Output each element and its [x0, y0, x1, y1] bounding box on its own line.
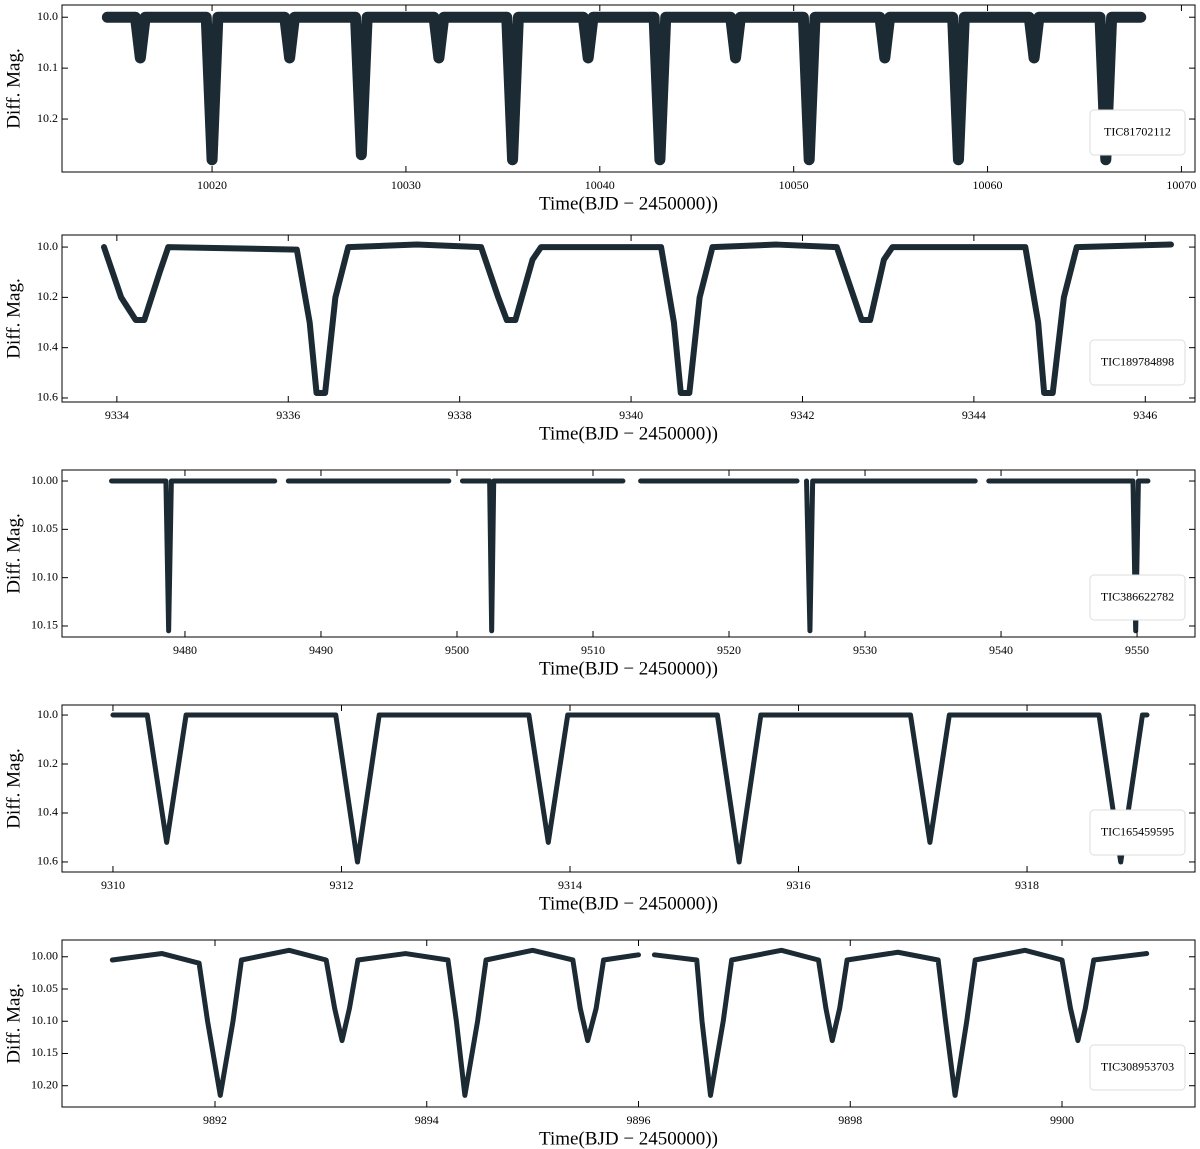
panel: 9892 9894 9896 9898 9900 10.00 10.05 10.10 10.15… [3, 939, 1196, 1149]
x-tick-label: 9336 [276, 408, 300, 422]
y-axis-label: Diff. Mag. [3, 48, 24, 128]
x-tick-label: 9344 [962, 408, 986, 422]
x-tick-label: 10060 [973, 178, 1003, 192]
y-tick-label: 10.4 [37, 805, 58, 819]
plot-area [110, 712, 1150, 865]
axes-frame [61, 234, 1196, 403]
x-tick-label: 9316 [787, 878, 811, 892]
x-tick-label: 9314 [558, 878, 582, 892]
y-tick-label: 10.4 [37, 339, 58, 353]
plot-area [101, 11, 1147, 166]
x-tick-label: 9896 [627, 1113, 651, 1127]
x-tick-label: 10030 [391, 178, 421, 192]
x-tick-label: 9900 [1050, 1113, 1074, 1127]
x-tick-label: 9510 [581, 643, 605, 657]
x-tick-label: 9550 [1125, 643, 1149, 657]
x-tick-label: 9480 [173, 643, 197, 657]
x-axis-label: Time(BJD − 2450000)) [539, 193, 718, 214]
light-curve [101, 11, 1147, 166]
x-tick-label: 9318 [1015, 878, 1039, 892]
x-tick-label: 9312 [329, 878, 353, 892]
x-tick-label: 9338 [448, 408, 472, 422]
x-axis-label: Time(BJD − 2450000)) [539, 423, 718, 444]
y-axis-label: Diff. Mag. [3, 278, 24, 358]
legend-entry: TIC386622782 [1101, 589, 1174, 603]
y-axis-label: Diff. Mag. [3, 983, 24, 1063]
x-tick-label: 10070 [1166, 178, 1196, 192]
x-tick-label: 9500 [445, 643, 469, 657]
plot-area [100, 241, 1174, 396]
legend-entry: TIC308953703 [1101, 1059, 1174, 1073]
y-axis-label: Diff. Mag. [3, 513, 24, 593]
y-tick-label: 10.05 [31, 521, 58, 535]
x-tick-label: 9340 [619, 408, 643, 422]
light-curve [100, 241, 1174, 396]
y-tick-label: 10.10 [31, 1013, 58, 1027]
axes-frame [61, 469, 1196, 638]
y-tick-label: 10.2 [37, 289, 58, 303]
x-tick-label: 9490 [309, 643, 333, 657]
y-tick-label: 10.00 [31, 473, 58, 487]
legend-entry: TIC165459595 [1101, 824, 1174, 838]
x-axis-label: Time(BJD − 2450000)) [539, 1128, 718, 1149]
legend-box [1089, 574, 1186, 621]
x-tick-label: 9898 [838, 1113, 862, 1127]
x-tick-label: 9894 [415, 1113, 439, 1127]
x-tick-label: 10040 [585, 178, 615, 192]
axes-frame [61, 939, 1196, 1108]
y-tick-label: 10.15 [31, 618, 58, 632]
legend-entry: TIC81702112 [1104, 124, 1171, 138]
y-tick-label: 10.6 [37, 390, 58, 404]
x-axis-label: Time(BJD − 2450000)) [539, 658, 718, 679]
x-tick-label: 9530 [853, 643, 877, 657]
y-axis-label: Diff. Mag. [3, 748, 24, 828]
plot-area [109, 947, 1150, 1098]
y-tick-label: 10.2 [37, 111, 58, 125]
panel: 9480 9490 9500 9510 9520 9530 9540 9550 10.00 10.… [3, 469, 1196, 679]
plot-area [109, 478, 1151, 634]
x-tick-label: 9342 [790, 408, 814, 422]
y-tick-label: 10.0 [37, 9, 58, 23]
y-tick-label: 10.15 [31, 1045, 58, 1059]
y-tick-label: 10.0 [37, 707, 58, 721]
y-tick-label: 10.20 [31, 1077, 58, 1091]
legend-box [1089, 339, 1186, 386]
y-tick-label: 10.0 [37, 239, 58, 253]
y-tick-label: 10.10 [31, 569, 58, 583]
light-curve [109, 478, 1151, 634]
legend-box [1089, 1044, 1186, 1091]
light-curve [109, 947, 1150, 1098]
legend-box [1089, 809, 1186, 856]
x-tick-label: 9892 [203, 1113, 227, 1127]
y-tick-label: 10.2 [37, 756, 58, 770]
panel: 9334 9336 9338 9340 9342 9344 9346 10.0 10.2 10.4… [3, 234, 1196, 444]
x-tick-label: 9346 [1133, 408, 1157, 422]
y-tick-label: 10.00 [31, 949, 58, 963]
x-tick-label: 9520 [717, 643, 741, 657]
panel: 9310 9312 9314 9316 9318 10.0 10.2 10.4 10.6 Time… [3, 704, 1196, 914]
x-tick-label: 9540 [989, 643, 1013, 657]
panel: 10020 10030 10040 10050 10060 10070 10.0 10.1 10… [3, 4, 1196, 214]
x-tick-label: 10020 [197, 178, 227, 192]
legend-box [1089, 109, 1186, 156]
y-tick-label: 10.05 [31, 981, 58, 995]
y-tick-label: 10.1 [37, 60, 58, 74]
x-tick-label: 9310 [101, 878, 125, 892]
light-curve [110, 712, 1150, 865]
x-tick-label: 9334 [105, 408, 129, 422]
x-axis-label: Time(BJD − 2450000)) [539, 893, 718, 914]
axes-frame [61, 704, 1196, 873]
legend-entry: TIC189784898 [1101, 354, 1174, 368]
axes-frame [61, 4, 1196, 173]
x-tick-label: 10050 [779, 178, 809, 192]
y-tick-label: 10.6 [37, 854, 58, 868]
